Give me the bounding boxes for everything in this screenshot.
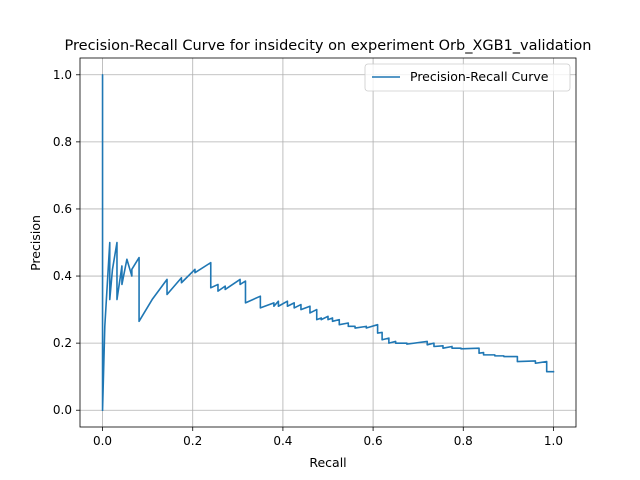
y-tick-label-3: 0.6	[53, 202, 72, 216]
y-tick-label-0: 0.0	[53, 403, 72, 417]
x-tick-label-1: 0.2	[183, 434, 202, 448]
legend-entry: Precision-Recall Curve	[410, 69, 549, 84]
x-tick-label-5: 1.0	[544, 434, 563, 448]
chart-title: Precision-Recall Curve for insidecity on…	[65, 38, 592, 54]
x-tick-label-0: 0.0	[93, 434, 112, 448]
tick-layer: 0.0 0.2 0.4 0.6 0.8 1.0 0.0 0.2 0.4 0.6 0.8 1.0	[53, 68, 563, 448]
x-axis-label: Recall	[309, 455, 346, 470]
y-tick-label-4: 0.8	[53, 135, 72, 149]
x-tick-label-3: 0.6	[364, 434, 383, 448]
plot-frame	[79, 57, 577, 428]
y-tick-label-5: 1.0	[53, 68, 72, 82]
y-tick-label-2: 0.4	[53, 269, 72, 283]
y-tick-label-1: 0.2	[53, 336, 72, 350]
x-tick-label-2: 0.4	[273, 434, 292, 448]
series-layer	[101, 73, 555, 412]
y-axis-label: Precision	[28, 215, 43, 271]
legend: Precision-Recall Curve	[364, 63, 571, 92]
legend-box	[364, 63, 571, 92]
grid	[80, 58, 576, 427]
x-tick-label-4: 0.8	[454, 434, 473, 448]
series-line-0	[101, 73, 555, 412]
